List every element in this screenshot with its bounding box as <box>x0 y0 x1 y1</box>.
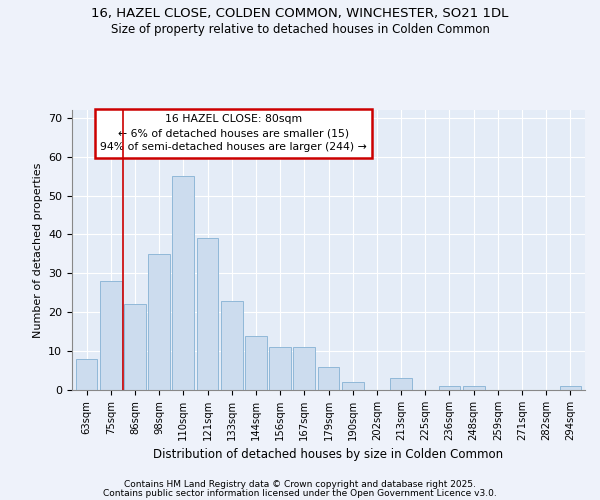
Text: 16, HAZEL CLOSE, COLDEN COMMON, WINCHESTER, SO21 1DL: 16, HAZEL CLOSE, COLDEN COMMON, WINCHEST… <box>91 8 509 20</box>
Bar <box>221 300 242 390</box>
Bar <box>172 176 194 390</box>
Bar <box>100 281 122 390</box>
Text: Contains HM Land Registry data © Crown copyright and database right 2025.: Contains HM Land Registry data © Crown c… <box>124 480 476 489</box>
Bar <box>197 238 218 390</box>
Bar <box>463 386 485 390</box>
Bar <box>148 254 170 390</box>
Text: 16 HAZEL CLOSE: 80sqm
← 6% of detached houses are smaller (15)
94% of semi-detac: 16 HAZEL CLOSE: 80sqm ← 6% of detached h… <box>100 114 367 152</box>
Bar <box>124 304 146 390</box>
Bar <box>560 386 581 390</box>
Bar <box>293 347 315 390</box>
Bar <box>390 378 412 390</box>
X-axis label: Distribution of detached houses by size in Colden Common: Distribution of detached houses by size … <box>154 448 503 462</box>
Bar <box>245 336 267 390</box>
Bar <box>439 386 460 390</box>
Text: Size of property relative to detached houses in Colden Common: Size of property relative to detached ho… <box>110 22 490 36</box>
Y-axis label: Number of detached properties: Number of detached properties <box>32 162 43 338</box>
Bar <box>269 347 291 390</box>
Bar <box>317 366 340 390</box>
Text: Contains public sector information licensed under the Open Government Licence v3: Contains public sector information licen… <box>103 490 497 498</box>
Bar <box>342 382 364 390</box>
Bar <box>76 359 97 390</box>
